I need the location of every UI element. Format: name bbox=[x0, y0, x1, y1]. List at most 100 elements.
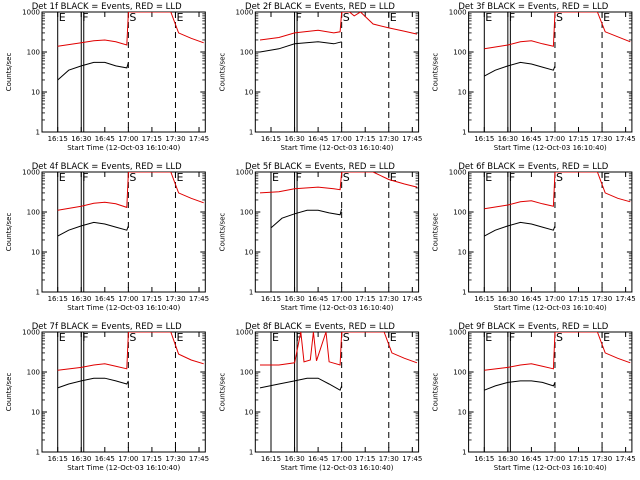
y-tick-label: 10 bbox=[31, 409, 40, 417]
marker-label: E bbox=[603, 171, 610, 184]
x-tick-label: 17:30 bbox=[592, 135, 612, 143]
panel-5: Det 5f BLACK = Events, RED = LLD 1 10 100 10… bbox=[218, 162, 422, 312]
marker-label: F bbox=[82, 11, 88, 24]
x-tick-label: 17:15 bbox=[568, 295, 588, 303]
plot-frame bbox=[468, 171, 633, 293]
series-black bbox=[259, 377, 343, 391]
series-red bbox=[259, 172, 418, 194]
marker-label: S bbox=[556, 171, 563, 184]
x-axis-label: Start Time (12-Oct-03 16:10:40) bbox=[494, 304, 607, 312]
plot-frame bbox=[468, 11, 633, 133]
y-tick-label: 1 bbox=[249, 289, 253, 297]
plot-frame bbox=[254, 171, 420, 293]
x-tick-label: 17:15 bbox=[355, 455, 375, 463]
series-red bbox=[57, 332, 204, 371]
marker-label: F bbox=[509, 171, 515, 184]
y-tick-label: 100 bbox=[27, 209, 40, 217]
marker-label: E bbox=[603, 11, 610, 24]
panel-title: Det 1f BLACK = Events, RED = LLD bbox=[32, 2, 182, 12]
panel-1: Det 1f BLACK = Events, RED = LLD 1 10 100 10… bbox=[5, 2, 209, 152]
y-tick-label: 1000 bbox=[235, 9, 253, 17]
series-black bbox=[484, 61, 556, 77]
marker-label: S bbox=[556, 331, 563, 344]
x-tick-label: 16:45 bbox=[308, 455, 328, 463]
panel-title: Det 4f BLACK = Events, RED = LLD bbox=[32, 162, 182, 172]
x-tick-label: 17:30 bbox=[379, 135, 399, 143]
y-tick-label: 100 bbox=[240, 369, 253, 377]
marker-label: S bbox=[343, 171, 350, 184]
x-tick-label: 17:30 bbox=[165, 295, 185, 303]
series-red bbox=[484, 12, 631, 50]
x-tick-label: 17:00 bbox=[332, 135, 352, 143]
x-tick-label: 16:30 bbox=[71, 455, 91, 463]
plot-frame bbox=[41, 331, 206, 453]
x-tick-label: 17:45 bbox=[616, 455, 636, 463]
x-tick-label: 16:15 bbox=[261, 295, 281, 303]
x-tick-label: 17:45 bbox=[189, 295, 209, 303]
x-tick-label: 17:30 bbox=[379, 295, 399, 303]
marker-label: E bbox=[485, 11, 492, 24]
x-tick-label: 16:45 bbox=[308, 135, 328, 143]
panel-title: Det 6f BLACK = Events, RED = LLD bbox=[458, 162, 608, 172]
y-axis-label: Counts/sec bbox=[432, 53, 440, 92]
plot-frame bbox=[41, 171, 206, 293]
x-tick-label: 16:30 bbox=[71, 295, 91, 303]
series-black bbox=[259, 41, 342, 53]
marker-label: F bbox=[296, 171, 302, 184]
y-axis-label: Counts/sec bbox=[5, 53, 13, 92]
series-black bbox=[57, 377, 129, 389]
x-tick-label: 17:00 bbox=[332, 295, 352, 303]
y-tick-label: 10 bbox=[31, 89, 40, 97]
x-tick-label: 16:30 bbox=[498, 295, 518, 303]
x-tick-label: 17:15 bbox=[355, 135, 375, 143]
y-axis-label: Counts/sec bbox=[218, 373, 226, 412]
series-red bbox=[259, 12, 418, 41]
marker-label: E bbox=[177, 331, 184, 344]
panel-3: Det 3f BLACK = Events, RED = LLD 1 10 100 10… bbox=[432, 2, 636, 152]
y-tick-label: 100 bbox=[453, 209, 466, 217]
panel-7: Det 7f BLACK = Events, RED = LLD 1 10 100 10… bbox=[5, 322, 209, 472]
x-axis-label: Start Time (12-Oct-03 16:10:40) bbox=[281, 144, 394, 152]
x-axis-label: Start Time (12-Oct-03 16:10:40) bbox=[494, 464, 607, 472]
x-tick-label: 17:00 bbox=[118, 135, 138, 143]
marker-label: F bbox=[82, 331, 88, 344]
y-tick-label: 1000 bbox=[22, 169, 40, 177]
y-axis-label: Counts/sec bbox=[5, 373, 13, 412]
x-tick-label: 16:45 bbox=[95, 455, 115, 463]
x-tick-label: 16:30 bbox=[71, 135, 91, 143]
marker-label: E bbox=[603, 331, 610, 344]
y-tick-label: 1 bbox=[249, 129, 253, 137]
x-tick-label: 16:15 bbox=[474, 295, 494, 303]
series-red bbox=[484, 172, 631, 210]
x-tick-label: 17:15 bbox=[142, 455, 162, 463]
y-tick-label: 1 bbox=[462, 129, 466, 137]
x-tick-label: 17:15 bbox=[568, 455, 588, 463]
series-red bbox=[260, 332, 418, 366]
plot-frame bbox=[468, 331, 633, 453]
plot-frame bbox=[41, 11, 206, 133]
marker-label: F bbox=[509, 11, 515, 24]
y-axis-label: Counts/sec bbox=[432, 213, 440, 252]
marker-label: E bbox=[390, 331, 397, 344]
y-tick-label: 1 bbox=[36, 449, 40, 457]
series-black bbox=[270, 208, 343, 229]
x-tick-label: 16:30 bbox=[285, 455, 305, 463]
series-black bbox=[484, 380, 556, 391]
marker-label: S bbox=[343, 11, 350, 24]
panel-6: Det 6f BLACK = Events, RED = LLD 1 10 100 10… bbox=[432, 162, 636, 312]
x-tick-label: 17:15 bbox=[142, 295, 162, 303]
marker-label: E bbox=[177, 171, 184, 184]
y-axis-label: Counts/sec bbox=[5, 213, 13, 252]
x-tick-label: 17:00 bbox=[118, 455, 138, 463]
x-tick-label: 16:15 bbox=[48, 135, 68, 143]
x-tick-label: 16:45 bbox=[521, 135, 541, 143]
marker-label: S bbox=[343, 331, 350, 344]
x-tick-label: 17:15 bbox=[355, 295, 375, 303]
x-tick-label: 17:45 bbox=[402, 295, 422, 303]
x-tick-label: 17:15 bbox=[568, 135, 588, 143]
y-axis-label: Counts/sec bbox=[218, 213, 226, 252]
panel-title: Det 9f BLACK = Events, RED = LLD bbox=[458, 322, 608, 332]
marker-label: E bbox=[177, 11, 184, 24]
marker-label: E bbox=[485, 331, 492, 344]
x-tick-label: 16:15 bbox=[474, 455, 494, 463]
